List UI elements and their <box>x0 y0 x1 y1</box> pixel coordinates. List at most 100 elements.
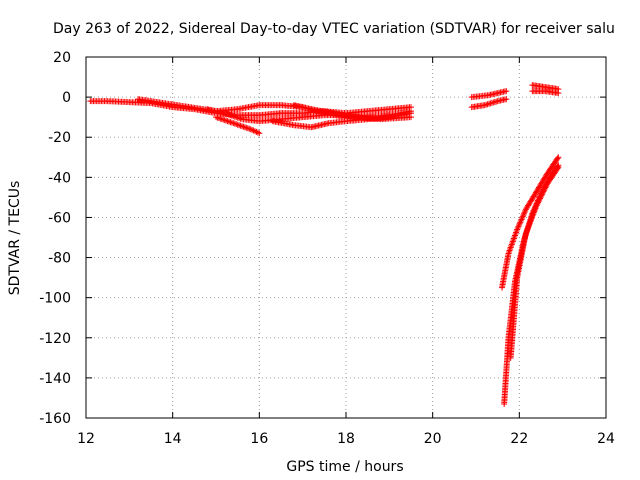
data-point <box>240 123 247 130</box>
data-point <box>540 188 547 195</box>
data-point <box>541 185 548 192</box>
data-point <box>539 190 546 197</box>
data-point <box>231 113 238 120</box>
data-point <box>231 120 238 127</box>
data-point <box>514 225 521 232</box>
data-point <box>223 110 230 117</box>
y-tick-label: -40 <box>48 170 71 186</box>
y-tick-label: 0 <box>62 90 71 106</box>
data-point <box>230 113 237 120</box>
y-tick-label: -20 <box>48 130 71 146</box>
data-point <box>233 121 240 128</box>
data-point <box>538 192 545 199</box>
data-point <box>515 223 522 230</box>
data-point <box>254 129 261 136</box>
data-point <box>249 126 256 133</box>
data-point <box>537 195 544 202</box>
data-point <box>213 114 219 121</box>
x-tick-label: 14 <box>164 431 182 447</box>
data-point <box>214 114 221 121</box>
data-point <box>516 222 523 229</box>
data-point <box>526 221 533 228</box>
data-point <box>236 122 243 129</box>
data-point <box>223 117 230 124</box>
data-point <box>522 230 529 237</box>
y-tick-label: -120 <box>39 331 71 347</box>
data-point <box>503 88 510 95</box>
data-point <box>226 111 232 118</box>
data-point <box>224 118 231 125</box>
x-tick-label: 22 <box>510 431 528 447</box>
axis-ticks: 12 14 16 18 20 22 24 20 0 -20 -40 -60 -80 -100 -120 -14… <box>39 50 615 447</box>
data-point <box>503 96 510 103</box>
data-point <box>408 114 414 121</box>
data-point <box>234 114 241 121</box>
data-point <box>224 111 231 118</box>
y-axis-label: SDTVAR / TECUs <box>7 181 23 296</box>
data-point <box>239 123 245 130</box>
data-point <box>520 212 527 219</box>
data-point <box>250 127 257 134</box>
data-point <box>227 112 234 119</box>
data-point <box>517 219 524 226</box>
y-tick-label: 20 <box>53 50 71 66</box>
data-point <box>226 118 232 125</box>
data-point <box>554 155 561 162</box>
data-point <box>555 164 562 171</box>
data-point <box>253 128 260 135</box>
data-point <box>525 224 532 231</box>
data-point <box>234 121 241 128</box>
y-tick-label: -80 <box>48 251 71 267</box>
data-point <box>241 124 248 131</box>
data-point <box>215 115 222 122</box>
data-point <box>218 116 225 123</box>
data-point <box>526 220 533 227</box>
x-tick-label: 12 <box>77 431 95 447</box>
data-point <box>531 208 538 215</box>
data-point <box>252 128 258 135</box>
data-point <box>243 124 250 131</box>
data-point <box>522 207 529 214</box>
data-point <box>527 218 534 225</box>
data-point <box>521 209 528 216</box>
data-point <box>246 125 253 132</box>
data-point <box>217 115 224 122</box>
x-tick-label: 18 <box>337 431 355 447</box>
x-tick-label: 16 <box>250 431 268 447</box>
data-point <box>230 120 237 127</box>
data-point <box>527 217 534 224</box>
data-point <box>535 198 542 205</box>
data-point <box>537 194 544 201</box>
y-tick-label: -140 <box>39 371 71 387</box>
data-point <box>541 187 548 194</box>
data-point <box>555 154 562 161</box>
data-point <box>227 119 234 126</box>
data-point <box>221 110 228 117</box>
data-point <box>536 196 543 203</box>
data-point <box>220 116 227 123</box>
data-point <box>221 117 228 124</box>
data-point <box>228 119 235 126</box>
data-point <box>525 223 532 230</box>
data-point <box>524 226 531 233</box>
data-point <box>542 184 549 191</box>
data-point <box>523 227 530 234</box>
chart-title: Day 263 of 2022, Sidereal Day-to-day VTE… <box>53 21 615 37</box>
data-point <box>514 226 521 233</box>
data-point <box>517 217 524 224</box>
data-point <box>535 199 542 206</box>
y-tick-label: -100 <box>39 291 71 307</box>
data-point <box>236 115 243 122</box>
data-point <box>531 206 538 213</box>
x-tick-label: 20 <box>424 431 442 447</box>
data-point <box>528 215 535 222</box>
data-point <box>237 122 244 129</box>
data-point <box>519 215 526 222</box>
y-tick-label: -160 <box>39 411 71 427</box>
data-point <box>519 213 526 220</box>
data-point <box>228 112 235 119</box>
data-point <box>530 209 537 216</box>
data-point <box>555 90 562 97</box>
data-point <box>543 183 550 190</box>
